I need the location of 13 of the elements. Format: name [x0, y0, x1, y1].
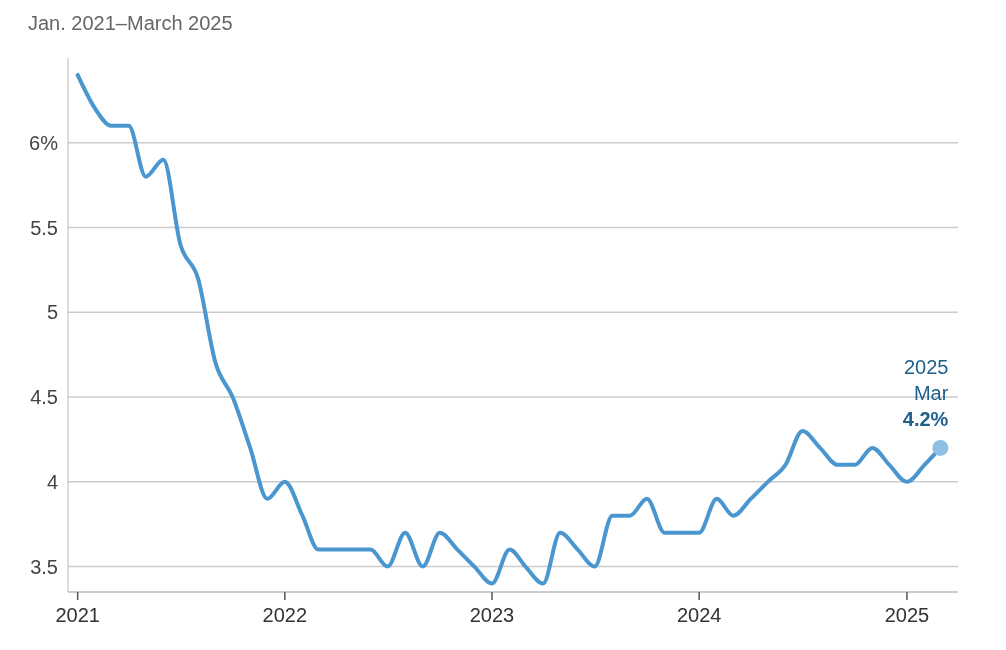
x-tick-label: 2022 [262, 604, 308, 626]
y-tick-label: 6% [29, 131, 59, 154]
x-tick-label: 2021 [55, 604, 100, 626]
x-tick-label: 2025 [884, 604, 930, 626]
y-tick-label: 3.5 [30, 555, 58, 578]
annotation: 2025 Mar 4.2% [902, 355, 949, 430]
y-tick-label: 5 [46, 301, 58, 324]
x-tick-label: 2024 [676, 604, 722, 626]
y-tick-label: 4.5 [30, 386, 58, 409]
y-tick-label: 5.5 [30, 216, 58, 239]
y-tick-label: 4 [46, 470, 58, 493]
x-tick-label: 2023 [469, 604, 515, 626]
chart-subtitle: Jan. 2021–March 2025 [28, 12, 233, 34]
